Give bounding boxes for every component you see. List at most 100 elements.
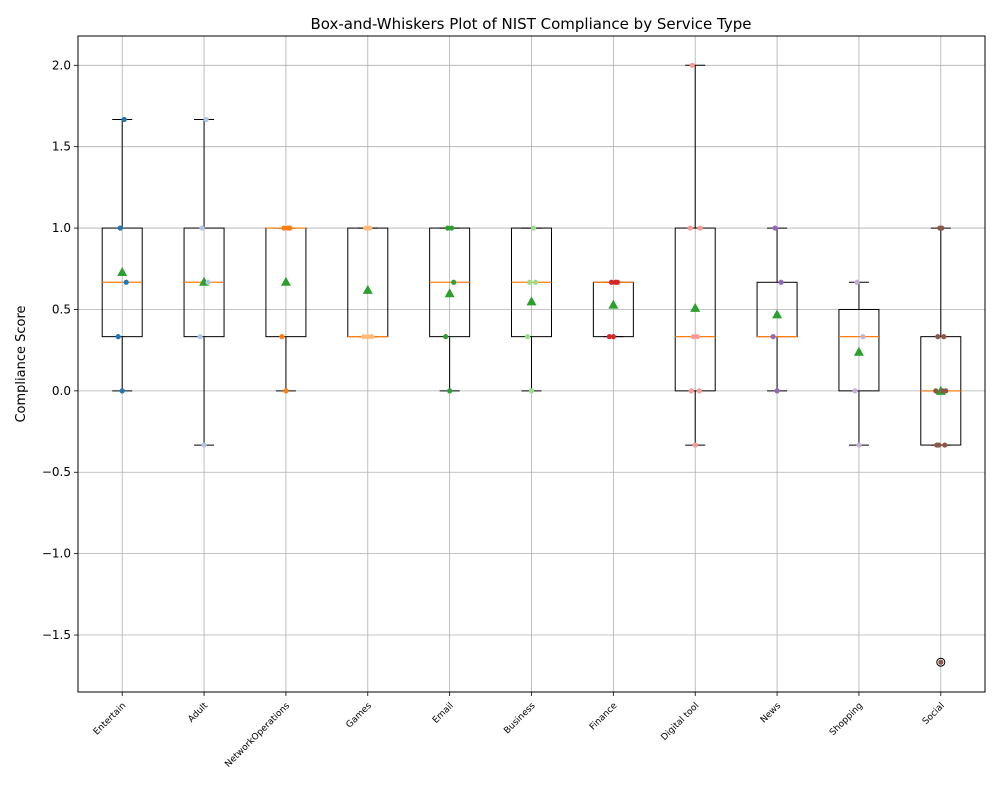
data-point	[449, 225, 455, 231]
data-point	[197, 334, 203, 340]
data-point	[856, 442, 862, 448]
y-axis-label: Compliance Score	[14, 305, 29, 422]
x-tick-label: Business	[502, 701, 537, 736]
x-tick-label: Adult	[187, 701, 211, 725]
y-tick-label: −0.5	[42, 465, 71, 479]
data-point	[526, 279, 533, 285]
x-tick-label: NetworkOperations	[223, 701, 292, 770]
box-news	[756, 227, 798, 392]
data-point	[201, 442, 207, 448]
chart-title: Box-and-Whiskers Plot of NIST Compliance…	[310, 15, 751, 33]
data-point	[935, 334, 941, 340]
y-tick-label: −1.0	[42, 547, 71, 561]
data-point	[689, 62, 695, 68]
x-tick-label: Shopping	[828, 701, 865, 738]
boxes-group	[101, 64, 962, 667]
mean-marker	[444, 288, 455, 298]
data-point	[369, 334, 375, 340]
data-point	[199, 225, 205, 231]
data-point	[688, 388, 694, 394]
data-point	[852, 388, 858, 394]
outlier-marker	[936, 657, 946, 667]
data-points-group	[115, 62, 949, 665]
x-tick-label: News	[759, 701, 783, 725]
axes-group: −1.5 −1.0 −0.5 0.0 0.5 1.0 1.5 2.0 Entertain Adul…	[42, 58, 947, 769]
data-point	[443, 334, 449, 340]
mean-marker	[526, 296, 537, 306]
box-adult	[183, 119, 225, 446]
data-point	[608, 279, 614, 285]
data-point	[942, 442, 948, 448]
data-point	[943, 388, 949, 394]
data-point	[367, 225, 373, 231]
data-point	[205, 279, 211, 285]
data-point	[115, 334, 121, 340]
data-point	[283, 388, 289, 394]
mean-marker	[690, 302, 701, 312]
data-point	[774, 388, 780, 394]
data-point	[530, 225, 537, 231]
y-tick-label: 1.5	[52, 140, 71, 154]
x-tick-label: Finance	[588, 701, 620, 733]
data-point	[612, 279, 618, 285]
x-tick-label: Entertain	[92, 701, 128, 737]
data-point	[939, 225, 945, 231]
iqr-box	[838, 308, 880, 392]
data-point	[445, 225, 451, 231]
plot-frame	[77, 35, 986, 693]
data-point	[203, 116, 209, 123]
iqr-box	[674, 227, 716, 392]
data-point	[941, 334, 947, 340]
data-point	[119, 388, 125, 394]
data-point	[690, 334, 696, 340]
data-point	[117, 225, 123, 231]
data-point	[772, 225, 778, 231]
mean-marker	[853, 346, 864, 356]
mean-marker	[280, 276, 291, 286]
data-point	[854, 279, 860, 285]
data-point	[696, 388, 702, 394]
data-point	[936, 442, 942, 448]
data-point	[363, 225, 369, 231]
y-tick-label: 1.0	[52, 221, 71, 235]
data-point	[524, 334, 531, 340]
y-tick-label: 0.0	[52, 384, 71, 398]
x-tick-label: Social	[921, 701, 947, 727]
y-tick-label: −1.5	[42, 628, 71, 642]
data-point	[451, 279, 457, 285]
data-point	[606, 334, 612, 340]
data-point	[123, 279, 129, 285]
data-point	[365, 334, 371, 340]
box-entertain	[101, 119, 143, 392]
box-shopping	[838, 281, 880, 446]
x-tick-label: Games	[345, 701, 375, 731]
data-point	[933, 388, 939, 394]
data-point	[692, 442, 698, 448]
box-digital-tool	[674, 64, 716, 446]
data-point	[938, 659, 944, 665]
mean-marker	[362, 284, 373, 294]
x-tick-label: Email	[431, 701, 456, 726]
data-point	[121, 116, 127, 123]
mean-marker	[772, 309, 783, 319]
y-tick-label: 2.0	[52, 58, 71, 72]
data-point	[532, 279, 539, 285]
mean-marker	[608, 299, 619, 309]
data-point	[778, 279, 784, 285]
data-point	[285, 225, 291, 231]
data-point	[528, 388, 535, 394]
data-point	[361, 334, 367, 340]
data-point	[610, 334, 616, 340]
data-point	[697, 225, 703, 231]
data-point	[281, 225, 287, 231]
x-tick-label: Digital tool	[660, 701, 702, 743]
data-point	[279, 334, 285, 340]
data-point	[770, 334, 776, 340]
data-point	[687, 225, 693, 231]
data-point	[860, 334, 866, 340]
data-point	[447, 388, 453, 394]
data-point	[694, 334, 700, 340]
mean-marker	[117, 267, 128, 277]
